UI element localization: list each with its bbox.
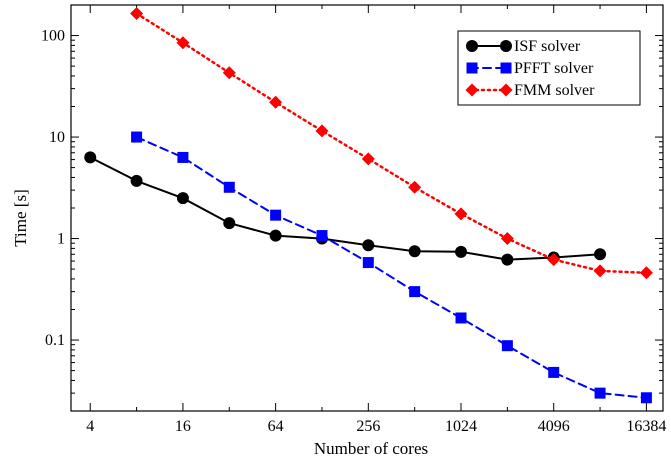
y-tick-label: 10 xyxy=(49,129,65,146)
data-point xyxy=(594,248,607,261)
legend-label: ISF solver xyxy=(514,38,581,55)
data-point xyxy=(130,6,144,20)
legend: ISF solver PFFT solver FMM solver xyxy=(457,30,641,106)
legend-marker xyxy=(465,83,479,97)
data-point xyxy=(455,312,467,324)
legend-marker xyxy=(466,62,478,74)
x-axis-title: Number of cores xyxy=(314,439,428,458)
data-point xyxy=(593,264,607,278)
data-point xyxy=(177,151,189,163)
data-point xyxy=(222,66,236,80)
series-line xyxy=(135,12,648,275)
axis-ticks: 4 16 64 256 1024 4096 16384 0.1 1 10 100 xyxy=(41,4,666,435)
data-point xyxy=(501,340,513,352)
data-point xyxy=(548,366,560,378)
data-point xyxy=(130,174,143,187)
data-point xyxy=(361,152,375,166)
series-square xyxy=(131,131,652,404)
y-axis-title: Time [s] xyxy=(11,189,30,246)
data-point xyxy=(131,131,143,143)
data-point xyxy=(362,257,374,269)
data-point xyxy=(408,180,422,194)
x-tick-label: 4 xyxy=(86,418,94,435)
data-point xyxy=(316,230,328,242)
data-point xyxy=(454,207,468,221)
data-point xyxy=(455,245,468,258)
x-tick-label: 16384 xyxy=(626,418,666,435)
x-tick-label: 256 xyxy=(356,418,380,435)
y-tick-label: 0.1 xyxy=(45,332,65,349)
data-point xyxy=(223,217,236,230)
x-tick-label: 64 xyxy=(268,418,284,435)
series-circle xyxy=(84,151,607,266)
data-point xyxy=(547,253,561,267)
series-line xyxy=(89,156,602,261)
data-point xyxy=(362,239,375,252)
data-point xyxy=(409,286,421,298)
series-line xyxy=(135,136,648,399)
data-point xyxy=(639,266,653,280)
y-tick-label: 1 xyxy=(57,231,65,248)
data-point xyxy=(594,387,606,399)
data-point xyxy=(84,151,97,164)
data-point xyxy=(408,245,421,258)
x-tick-label: 1024 xyxy=(445,418,477,435)
data-point xyxy=(176,36,190,50)
data-point xyxy=(640,392,652,404)
data-point xyxy=(269,95,283,109)
data-point xyxy=(223,181,235,193)
legend-marker xyxy=(466,40,478,52)
data-point xyxy=(269,229,282,242)
data-point xyxy=(315,124,329,138)
legend-marker xyxy=(500,40,512,52)
legend-marker xyxy=(499,83,513,97)
legend-label: PFFT solver xyxy=(514,60,594,77)
data-series xyxy=(84,6,653,404)
data-point xyxy=(500,232,514,246)
data-point xyxy=(176,192,189,205)
data-point xyxy=(270,209,282,221)
x-tick-label: 4096 xyxy=(538,418,570,435)
legend-label: FMM solver xyxy=(514,82,595,99)
series-diamond xyxy=(130,6,653,280)
y-tick-label: 100 xyxy=(41,28,65,45)
data-point xyxy=(501,253,514,266)
x-tick-label: 16 xyxy=(175,418,191,435)
legend-marker xyxy=(500,62,512,74)
